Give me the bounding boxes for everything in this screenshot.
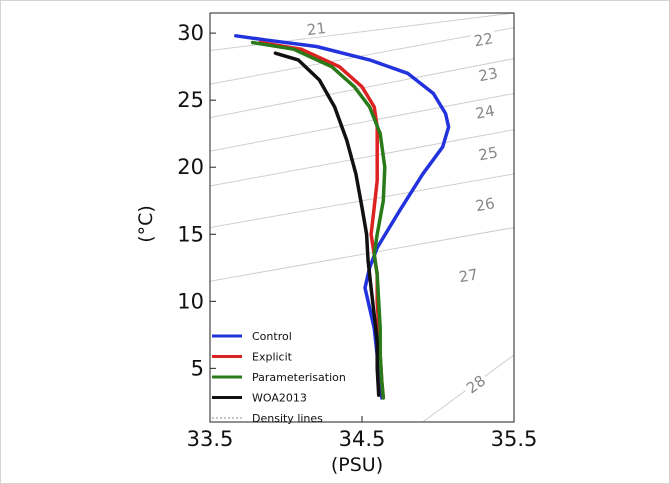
legend-label: Density lines [252,412,323,425]
density-label-21: 21 [306,19,327,39]
y-tick-label: 10 [177,289,204,313]
series-parameterisation-line [250,40,387,400]
x-tick-label: 33.5 [187,427,234,451]
x-ticks: 33.5 34.5 35.5 [187,416,538,451]
y-tick-label: 25 [177,88,204,112]
legend: Control Explicit Parameterisation WOA2013 De… [212,330,346,425]
y-tick-label: 20 [177,155,204,179]
x-tick-label: 34.5 [339,427,386,451]
density-label-24: 24 [474,102,496,123]
y-tick-label: 5 [191,356,204,380]
series-layer [234,34,451,400]
y-tick-label: 30 [177,21,204,45]
y-ticks: 5 10 15 20 25 30 [177,21,216,380]
legend-label: WOA2013 [252,392,307,405]
density-line-24 [210,92,514,152]
density-label-bg [470,28,497,50]
density-label-bg [474,63,502,85]
density-label-23: 23 [477,64,499,85]
legend-label: Parameterisation [252,371,346,384]
density-line-27 [210,227,514,282]
density-label-bg [461,370,491,399]
density-label-bg [474,142,502,164]
density-label-bg [303,18,330,39]
x-tick-label: 35.5 [491,427,538,451]
legend-label: Explicit [252,351,293,364]
density-label-27: 27 [457,265,479,286]
series-woa2013-line [273,51,381,397]
density-label-bg [471,193,499,215]
legend-label: Control [252,330,292,343]
density-label-bg [471,101,499,123]
y-axis-label: (°C) [135,205,157,243]
density-line-22 [210,27,514,85]
density-label-22: 22 [473,29,495,50]
density-label-bg [455,264,482,286]
x-axis-label: (PSU) [331,454,383,476]
density-label-25: 25 [477,143,499,164]
density-label-26: 26 [474,194,496,215]
y-tick-label: 15 [177,222,204,246]
density-line-25 [210,129,514,187]
